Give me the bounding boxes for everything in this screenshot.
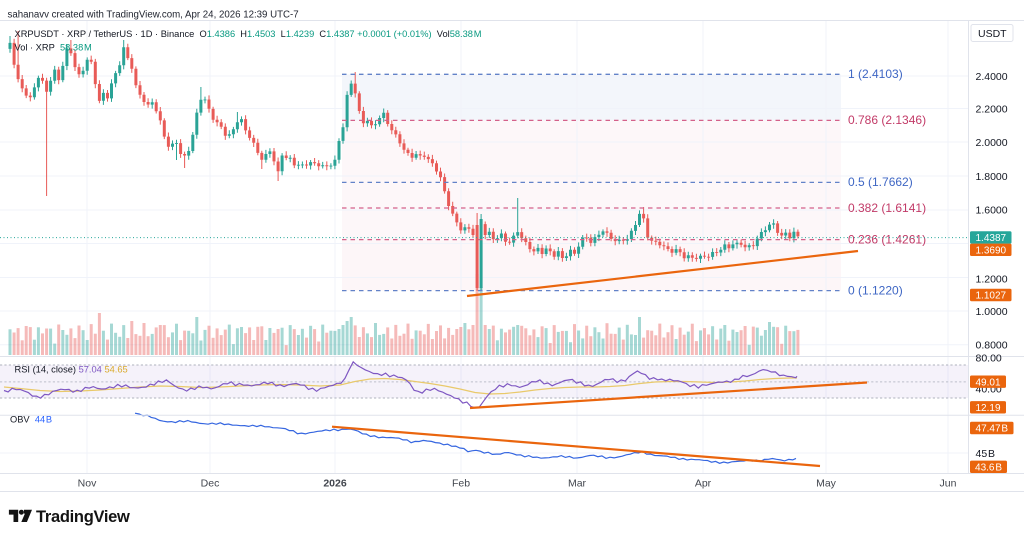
svg-text:1.0000: 1.0000 xyxy=(976,306,1008,318)
svg-text:OBV 44 B: OBV 44 B xyxy=(10,414,52,424)
svg-text:0.786 (2.1346): 0.786 (2.1346) xyxy=(848,113,926,127)
svg-text:Nov: Nov xyxy=(78,478,97,490)
svg-text:Apr: Apr xyxy=(695,478,712,490)
svg-text:1.1027: 1.1027 xyxy=(976,291,1007,302)
svg-text:XRPUSDT · XRP / TetherUS · 1D: XRPUSDT · XRP / TetherUS · 1D · Binance … xyxy=(15,29,482,39)
svg-text:1.8000: 1.8000 xyxy=(976,171,1008,183)
svg-text:45 B: 45 B xyxy=(976,448,996,460)
svg-text:0.8000: 0.8000 xyxy=(976,340,1008,352)
svg-text:1.2000: 1.2000 xyxy=(976,273,1008,285)
svg-text:80.00: 80.00 xyxy=(976,353,1002,365)
svg-text:Jun: Jun xyxy=(940,478,957,490)
svg-text:2.2000: 2.2000 xyxy=(976,103,1008,115)
svg-text:47.47 B: 47.47 B xyxy=(976,424,1009,435)
svg-text:TradingView: TradingView xyxy=(36,508,130,526)
svg-text:Feb: Feb xyxy=(452,478,470,490)
svg-text:May: May xyxy=(816,478,837,490)
svg-text:0 (1.1220): 0 (1.1220) xyxy=(848,283,903,297)
svg-text:USDT: USDT xyxy=(978,28,1007,40)
svg-text:Vol · XRP 58.38 M: Vol · XRP 58.38 M xyxy=(15,43,92,53)
svg-text:49.01: 49.01 xyxy=(975,377,1000,388)
svg-text:0.5 (1.7662): 0.5 (1.7662) xyxy=(848,175,913,189)
svg-text:1.6000: 1.6000 xyxy=(976,204,1008,216)
svg-text:0.236 (1.4261): 0.236 (1.4261) xyxy=(848,232,926,246)
svg-text:1.4387: 1.4387 xyxy=(976,233,1007,244)
svg-text:2026: 2026 xyxy=(323,478,347,490)
svg-text:Dec: Dec xyxy=(201,478,220,490)
svg-text:RSI (14, close) 57.04 54.65: RSI (14, close) 57.04 54.65 xyxy=(15,364,128,374)
svg-text:2.0000: 2.0000 xyxy=(976,137,1008,149)
svg-text:sahanavv created with TradingV: sahanavv created with TradingView.com, A… xyxy=(8,9,299,20)
svg-text:43.6 B: 43.6 B xyxy=(975,462,1002,473)
svg-text:Mar: Mar xyxy=(568,478,587,490)
svg-text:1.3690: 1.3690 xyxy=(976,245,1007,256)
svg-text:0.382 (1.6141): 0.382 (1.6141) xyxy=(848,201,926,215)
svg-text:12.19: 12.19 xyxy=(975,403,1000,414)
svg-text:1 (2.4103): 1 (2.4103) xyxy=(848,67,903,81)
svg-text:2.4000: 2.4000 xyxy=(976,71,1008,83)
